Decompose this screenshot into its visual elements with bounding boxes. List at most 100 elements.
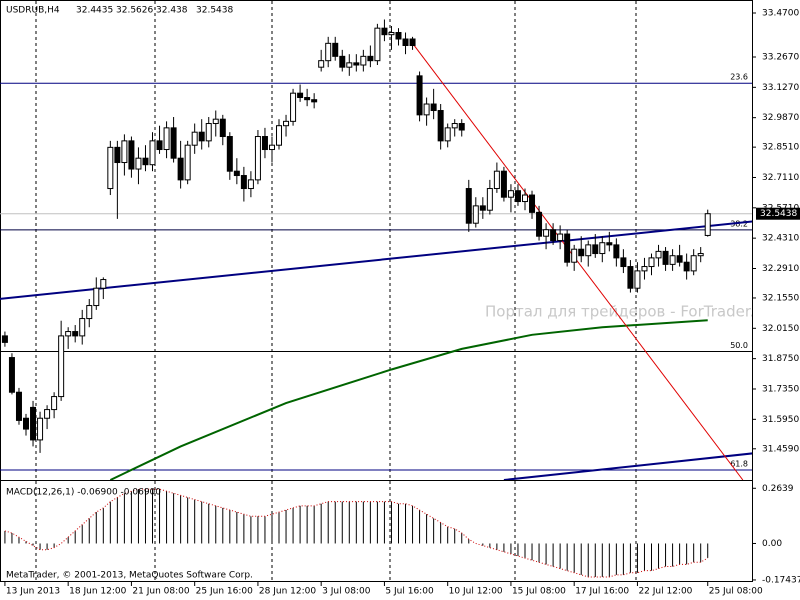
candle-body — [676, 255, 683, 263]
price-tag — [756, 207, 800, 220]
y-tick-label: 33.1270 — [762, 83, 799, 93]
candle-body — [493, 170, 500, 190]
candle-body — [704, 213, 711, 236]
fib-label: 38.2 — [730, 219, 748, 228]
candle-body — [606, 242, 613, 246]
fib-label: 61.8 — [730, 460, 748, 469]
candle-body — [51, 396, 58, 411]
candle-body — [58, 335, 65, 398]
candle-body — [135, 157, 142, 170]
candle-body — [634, 270, 641, 289]
y-tick-label: 32.2910 — [762, 264, 799, 274]
price-tag-label: 32.5438 — [760, 209, 797, 219]
x-tick-label: 5 Jul 16:00 — [385, 587, 434, 597]
candle-body — [557, 233, 564, 242]
candle-body — [578, 248, 585, 257]
candle-body — [444, 127, 451, 142]
candle-body — [79, 318, 86, 337]
y-tick-label: 32.0150 — [762, 324, 799, 334]
y-tick-label: 33.4700 — [762, 9, 799, 19]
macd-label: MACD(12,26,1) -0.06900 -0.06900 — [6, 488, 161, 498]
x-tick-label: 10 Jul 12:00 — [449, 587, 503, 597]
candle-body — [416, 75, 423, 116]
candle-body — [276, 125, 283, 146]
candle-body — [114, 146, 121, 164]
candle-body — [669, 255, 676, 265]
y-tick-label: 31.4590 — [762, 444, 799, 454]
candle-body — [1, 335, 8, 343]
fib-label: 23.6 — [730, 73, 748, 82]
macd-y-tick-label: 0.00 — [762, 539, 782, 549]
frame — [0, 0, 753, 582]
candle-body — [37, 417, 44, 441]
candle-body — [247, 179, 254, 190]
candle-body — [500, 170, 507, 198]
ohlc-value: 32.4435 — [76, 6, 113, 16]
candle-body — [254, 136, 261, 181]
candle-body — [536, 211, 543, 237]
candle-body — [353, 62, 360, 66]
macd-panel — [4, 488, 709, 578]
macd-y-tick-label: -0.17437 — [762, 575, 800, 585]
candle-body — [318, 60, 325, 68]
candle-body — [374, 27, 381, 62]
candle-body — [170, 127, 177, 159]
candle-body — [458, 123, 465, 131]
candle-body — [529, 194, 536, 213]
axes: USDRUB,H4 MACD(12,26,1) -0.06900 -0.0690… — [4, 6, 800, 597]
candle-body — [409, 38, 416, 47]
candle-body — [451, 123, 458, 129]
candle-body — [613, 244, 620, 259]
candle-body — [100, 279, 107, 289]
x-tick-label: 15 Jul 08:00 — [512, 587, 566, 597]
x-tick-label: 21 Jun 08:00 — [132, 587, 189, 597]
candle-body — [205, 123, 212, 142]
candle-body — [571, 248, 578, 263]
candle-body — [367, 55, 374, 62]
x-tick-label: 18 Jun 12:00 — [69, 587, 126, 597]
candle-body — [198, 131, 205, 142]
y-tick-label: 33.2670 — [762, 52, 799, 62]
fib-label: 50.0 — [730, 341, 748, 350]
y-tick-label: 31.7350 — [762, 384, 799, 394]
candle-body — [93, 287, 100, 307]
candle-body — [30, 406, 37, 441]
candle-body — [479, 205, 486, 211]
candle-body — [15, 391, 22, 421]
candle-body — [662, 250, 669, 265]
candle-body — [163, 127, 170, 151]
candle-body — [648, 257, 655, 268]
y-tick-label: 32.4310 — [762, 234, 799, 244]
y-tick-label: 31.8750 — [762, 354, 799, 364]
candle-body — [86, 305, 93, 320]
candle-body — [184, 144, 191, 181]
candle-body — [219, 118, 226, 138]
candle-body — [521, 194, 528, 203]
candle-body — [325, 42, 332, 62]
candle-body — [233, 170, 240, 177]
candle-body — [402, 38, 409, 47]
candle-body — [304, 97, 311, 101]
candle-body — [599, 242, 606, 255]
candle-body — [683, 261, 690, 272]
candle-body — [23, 417, 30, 430]
vertical-grid — [35, 1, 637, 582]
candle-body — [655, 250, 662, 259]
y-tick-label: 31.5950 — [762, 415, 799, 425]
x-tick-label: 22 Jul 12:00 — [638, 587, 692, 597]
candle-body — [627, 266, 634, 289]
candle-body — [142, 157, 149, 166]
candle-body — [44, 409, 51, 419]
x-tick-label: 13 Jun 2013 — [6, 587, 60, 597]
price-panel: Портал для трейдеров - ForTrader.ru 23.6… — [0, 19, 752, 480]
candle-body — [550, 229, 557, 242]
candle-body — [395, 32, 402, 40]
candle-body — [388, 32, 395, 36]
candle-body — [641, 266, 648, 272]
candle-body — [283, 120, 290, 127]
candle-body — [585, 244, 592, 257]
trendline — [503, 452, 752, 480]
candle-body — [156, 140, 163, 151]
candle-body — [514, 190, 521, 203]
